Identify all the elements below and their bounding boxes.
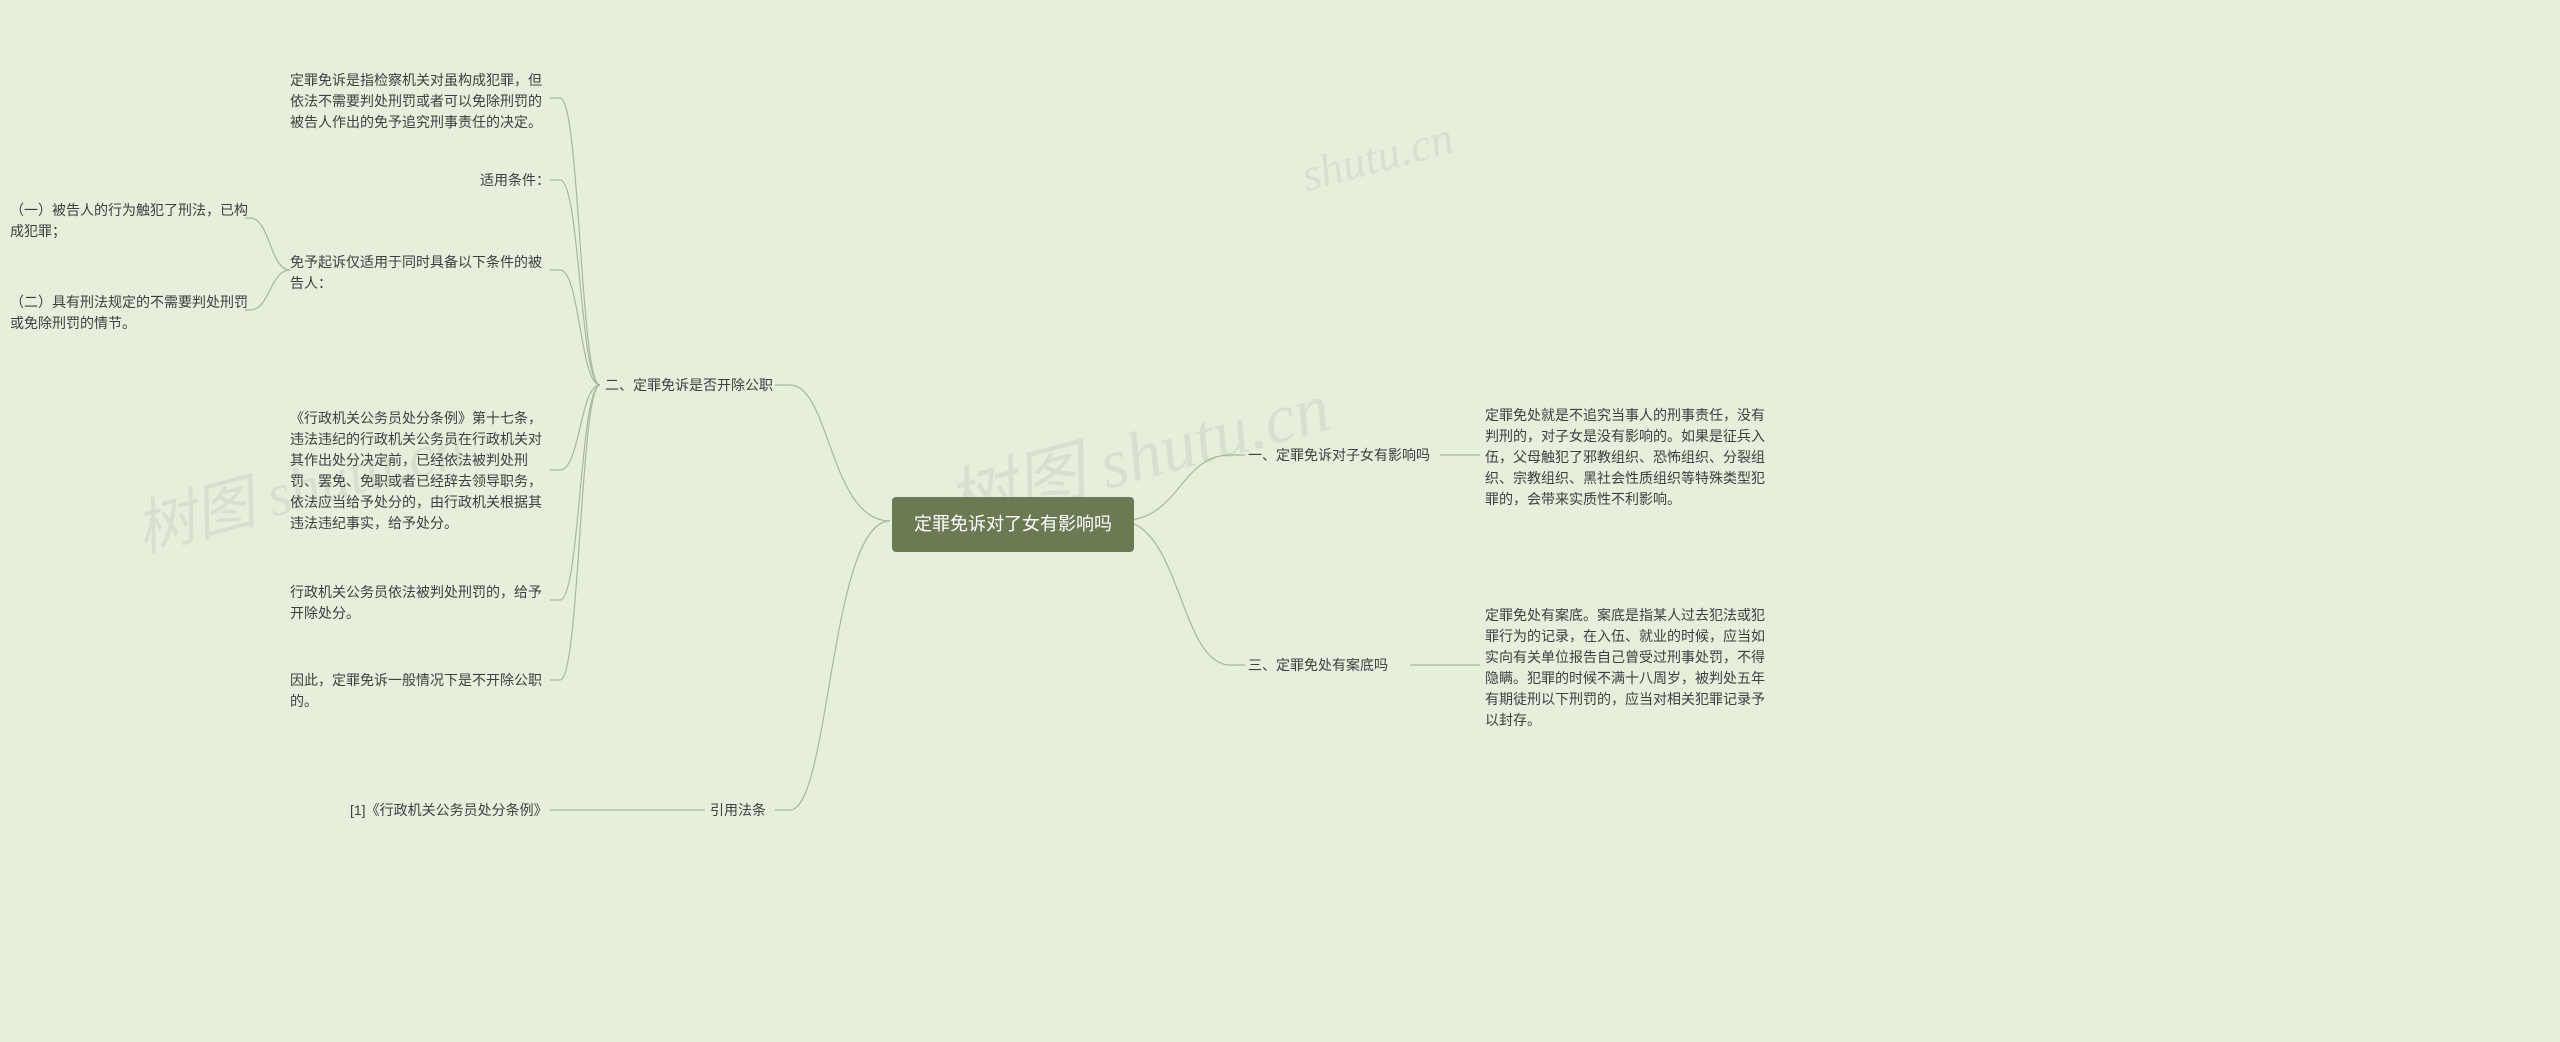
watermark: shutu.cn xyxy=(1296,111,1459,202)
leaf-node: 适用条件： xyxy=(480,170,550,191)
leaf-node: 定罪免处就是不追究当事人的刑事责任，没有判刑的，对子女是没有影响的。如果是征兵入… xyxy=(1485,405,1765,510)
leaf-node: 因此，定罪免诉一般情况下是不开除公职的。 xyxy=(290,670,550,712)
leaf-node: 《行政机关公务员处分条例》第十七条，违法违纪的行政机关公务员在行政机关对其作出处… xyxy=(290,408,550,534)
leaf-node: 定罪免处有案底。案底是指某人过去犯法或犯罪行为的记录，在入伍、就业的时候，应当如… xyxy=(1485,605,1765,731)
leaf-node: 定罪免诉是指检察机关对虽构成犯罪，但依法不需要判处刑罚或者可以免除刑罚的被告人作… xyxy=(290,70,550,133)
leaf-node: [1]《行政机关公务员处分条例》 xyxy=(350,800,548,821)
branch-node: 三、定罪免处有案底吗 xyxy=(1248,655,1388,676)
branch-node: 一、定罪免诉对子女有影响吗 xyxy=(1248,445,1430,466)
leaf-node: （一）被告人的行为触犯了刑法，已构成犯罪； xyxy=(10,200,250,242)
branch-node: 引用法条 xyxy=(710,800,766,821)
branch-node: 二、定罪免诉是否开除公职 xyxy=(605,375,773,396)
mindmap-root: 定罪免诉对了女有影响吗 xyxy=(892,497,1134,552)
leaf-node: （二）具有刑法规定的不需要判处刑罚或免除刑罚的情节。 xyxy=(10,292,250,334)
leaf-node: 免予起诉仅适用于同时具备以下条件的被告人： xyxy=(290,252,550,294)
leaf-node: 行政机关公务员依法被判处刑罚的，给予开除处分。 xyxy=(290,582,550,624)
